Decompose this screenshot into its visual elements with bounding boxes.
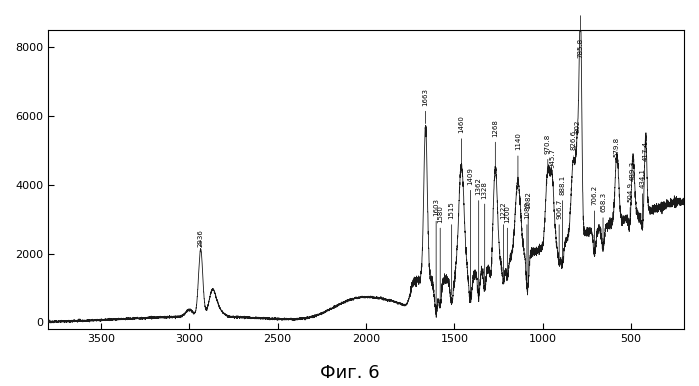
Text: 1409: 1409 [468, 167, 473, 298]
Text: 417.4: 417.4 [642, 141, 649, 161]
Text: 945.7: 945.7 [549, 147, 555, 174]
Text: 1082: 1082 [525, 191, 531, 283]
Text: 785.8: 785.8 [577, 16, 584, 58]
Text: 504.9: 504.9 [627, 182, 633, 221]
Text: 2936: 2936 [198, 229, 203, 247]
Text: 1663: 1663 [422, 88, 428, 124]
Text: 1268: 1268 [492, 119, 498, 169]
Text: Фиг. 6: Фиг. 6 [319, 364, 380, 382]
Text: 1328: 1328 [482, 181, 488, 286]
Text: 1580: 1580 [437, 205, 443, 303]
Text: 489.3: 489.3 [630, 161, 636, 181]
Text: 802: 802 [575, 120, 581, 133]
Text: 434.1: 434.1 [640, 168, 646, 223]
Text: 1515: 1515 [449, 201, 454, 295]
Text: 970.8: 970.8 [545, 134, 551, 167]
Text: 658.3: 658.3 [600, 192, 606, 245]
Text: 1362: 1362 [476, 177, 482, 299]
Text: 1603: 1603 [433, 198, 439, 308]
Text: 1200: 1200 [505, 205, 510, 276]
Text: 1089: 1089 [524, 201, 530, 283]
Text: 1460: 1460 [459, 115, 464, 164]
Text: 706.2: 706.2 [591, 185, 598, 252]
Text: 1222: 1222 [500, 201, 507, 278]
Text: 888.1: 888.1 [559, 175, 565, 264]
Text: 1140: 1140 [515, 132, 521, 179]
Text: 906.7: 906.7 [556, 199, 562, 258]
Text: 579.8: 579.8 [614, 137, 620, 157]
Text: 826.6: 826.6 [570, 130, 576, 156]
